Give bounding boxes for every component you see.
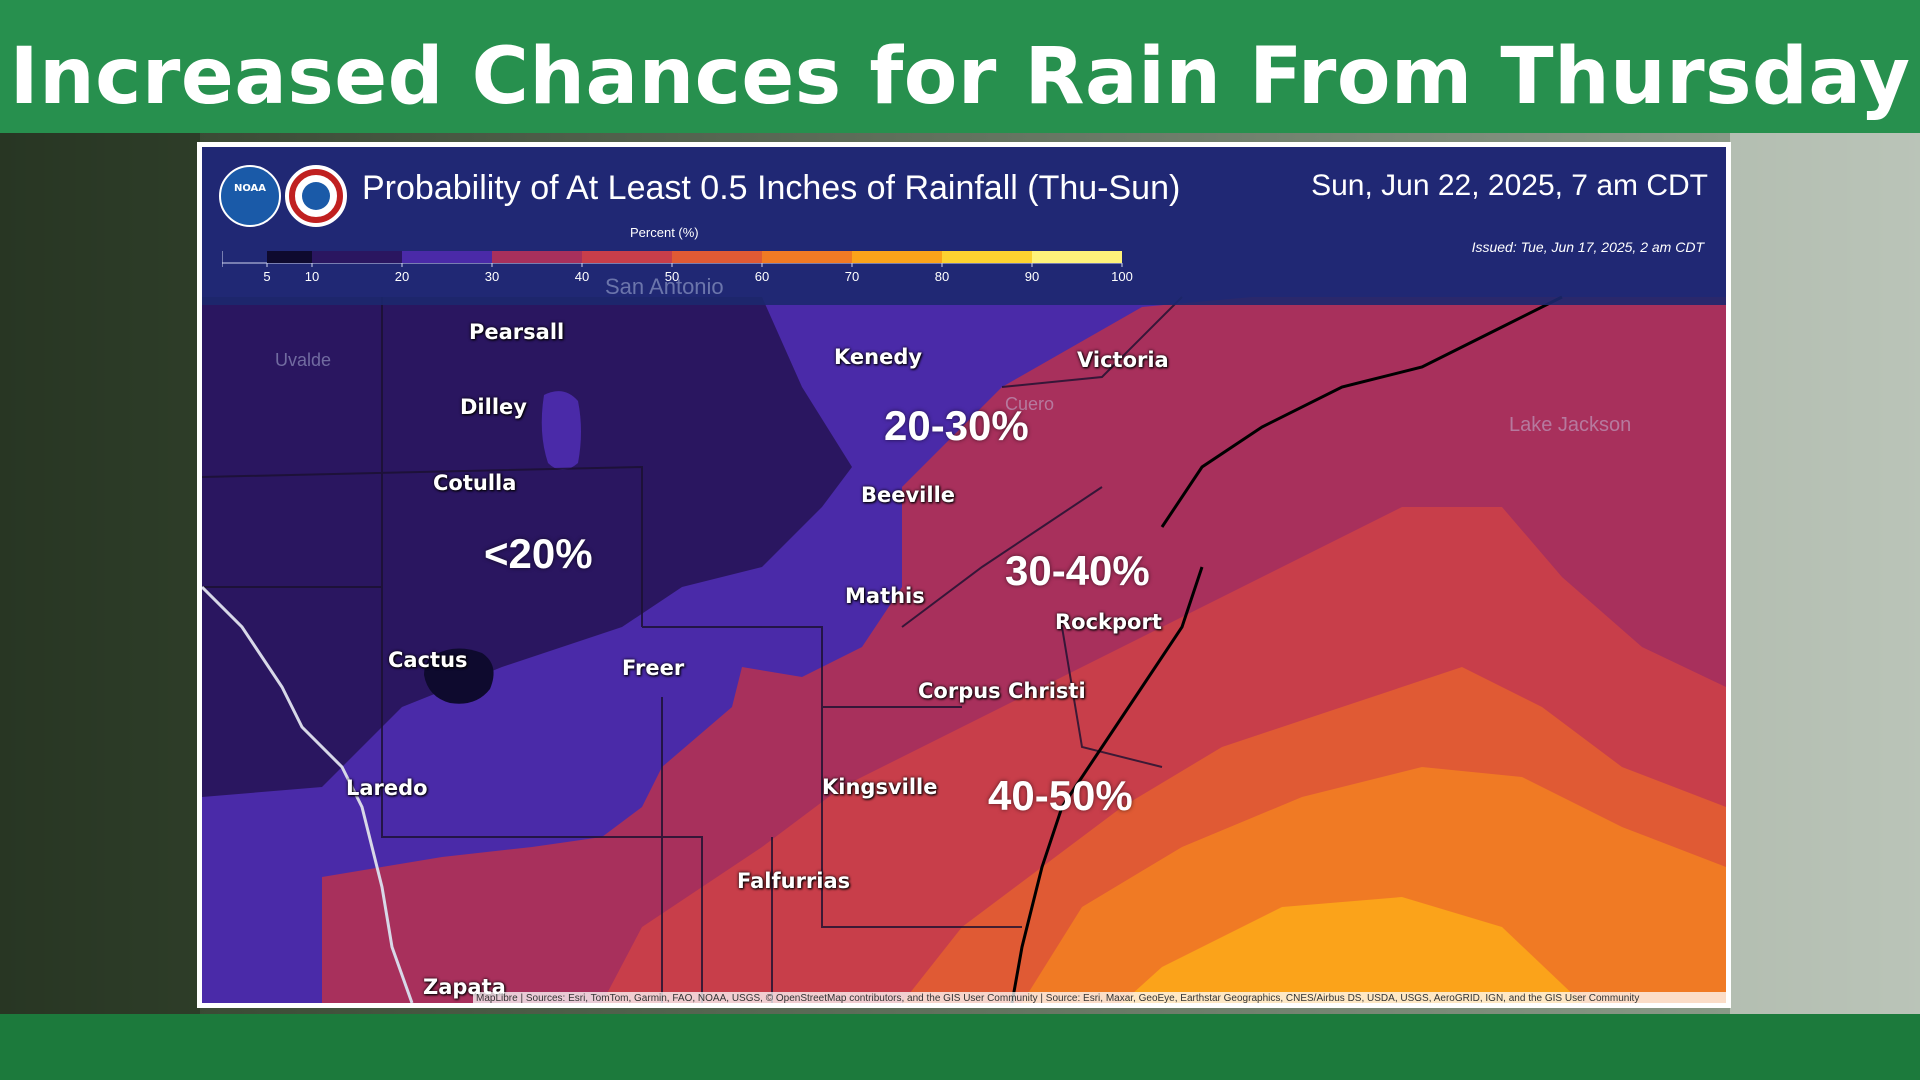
county-boundaries <box>202 296 1183 1003</box>
rio-grande <box>202 585 414 1003</box>
city-label-freer: Freer <box>622 656 685 680</box>
range-label-below-20: <20% <box>484 530 593 577</box>
legend-tick-label-30: 30 <box>485 269 499 283</box>
city-label-mathis: Mathis <box>845 584 925 608</box>
legend-tick-label-10: 10 <box>305 269 319 283</box>
rainfall-probability-map <box>202 147 1726 1003</box>
city-label-laredo: Laredo <box>346 776 428 800</box>
legend-tick-label-40: 40 <box>575 269 589 283</box>
legend-bin-60-70 <box>762 251 852 263</box>
noaa-logo-icon: NOAA <box>219 165 281 227</box>
city-label-victoria: Victoria <box>1077 348 1169 372</box>
issued-time: Issued: Tue, Jun 17, 2025, 2 am CDT <box>1471 239 1704 255</box>
map-heading: Probability of At Least 0.5 Inches of Ra… <box>362 169 1181 207</box>
city-label-kenedy: Kenedy <box>834 345 923 369</box>
range-label-20-30: 20-30% <box>884 402 1029 449</box>
zone-20-30-patch <box>541 391 581 470</box>
legend-tick-label-100: 100 <box>1111 269 1133 283</box>
map-frame: NOAA Probability of At Least 0.5 Inches … <box>197 142 1731 1008</box>
zone-60-70 <box>1022 767 1726 1003</box>
city-label-kingsville: Kingsville <box>822 775 938 799</box>
city-label-cotulla: Cotulla <box>433 471 517 495</box>
nws-logo-icon <box>285 165 347 227</box>
map-attribution: MapLibre | Sources: Esri, TomTom, Garmin… <box>473 992 1729 1005</box>
legend-bin-10-20 <box>312 251 402 263</box>
legend-bin-30-40 <box>492 251 582 263</box>
legend-tick-label-70: 70 <box>845 269 859 283</box>
zone-70-80 <box>1122 897 1582 1003</box>
map-header: NOAA Probability of At Least 0.5 Inches … <box>202 147 1726 305</box>
bg-label-uvalde: Uvalde <box>275 350 332 370</box>
bg-label-lake-jackson: Lake Jackson <box>1509 414 1632 436</box>
legend-bin-50-60 <box>672 251 762 263</box>
legend-bin-80-90 <box>942 251 1032 263</box>
legend-bin-5-10 <box>267 251 312 263</box>
legend-tick-label-60: 60 <box>755 269 769 283</box>
city-label-cactus: Cactus <box>388 648 468 672</box>
legend-title: Percent (%) <box>630 225 699 240</box>
title-bar <box>0 0 1920 133</box>
legend-bin-20-30 <box>402 251 492 263</box>
legend-bin-90-100 <box>1032 251 1122 263</box>
city-label-rockport: Rockport <box>1055 610 1162 634</box>
noaa-logo-text: NOAA <box>233 183 267 194</box>
valid-time: Sun, Jun 22, 2025, 7 am CDT <box>1311 169 1708 202</box>
city-label-corpus-christi: Corpus Christi <box>918 679 1086 703</box>
bg-label-cuero: Cuero <box>1005 394 1055 414</box>
legend-bin-70-80 <box>852 251 942 263</box>
legend-bin-40-50 <box>582 251 672 263</box>
legend-tick-label-5: 5 <box>263 269 270 283</box>
legend-colorbar: 5 10 20 30 40 50 60 70 80 90 100 <box>222 251 1133 283</box>
bg-label-san-antonio: San Antonio <box>605 274 724 299</box>
city-label-beeville: Beeville <box>861 483 956 507</box>
range-label-30-40: 30-40% <box>1005 547 1150 594</box>
page-title: Increased Chances for Rain From Thursday <box>9 32 1911 122</box>
range-label-40-50: 40-50% <box>988 772 1133 819</box>
legend-tick-label-90: 90 <box>1025 269 1039 283</box>
legend-tick-label-20: 20 <box>395 269 409 283</box>
bottom-bar <box>0 1014 1920 1080</box>
zone-below-20 <box>202 297 852 797</box>
coastline <box>1010 295 1563 1003</box>
zone-5-10 <box>424 648 494 704</box>
city-label-dilley: Dilley <box>460 395 527 419</box>
legend-tick-label-80: 80 <box>935 269 949 283</box>
city-label-pearsall: Pearsall <box>469 320 565 344</box>
legend-tick-label-50: 50 <box>665 269 679 283</box>
city-label-falfurrias: Falfurrias <box>737 869 851 893</box>
